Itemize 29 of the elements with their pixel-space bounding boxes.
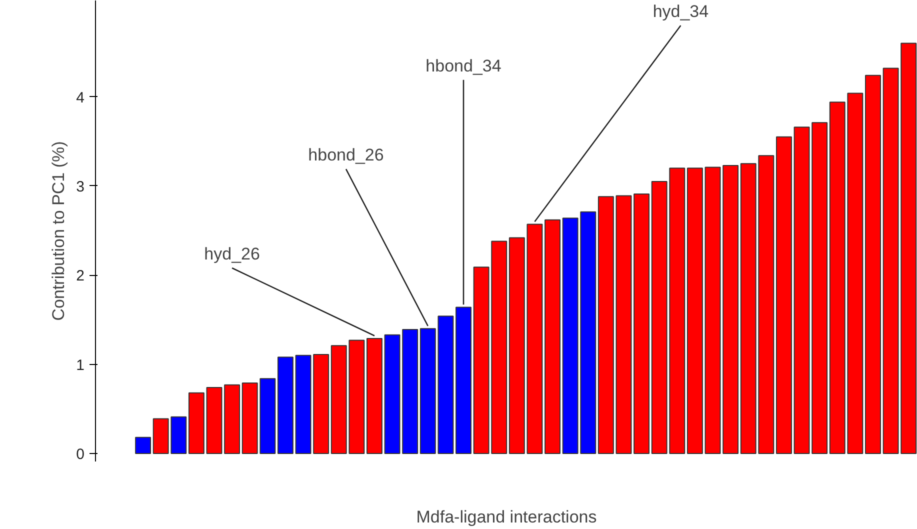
y-axis-title: Contribution to PC1 (%) [49,141,68,321]
bar [188,392,204,454]
bar [634,193,650,454]
bar [277,356,294,454]
bar [456,306,472,454]
bar [722,164,739,454]
annotation: hbond_34 [426,56,502,76]
y-tick-label: 2 [76,268,84,285]
y-tick-label: 3 [76,178,84,196]
bar [544,219,560,454]
bar [598,196,614,454]
annotation: hbond_26 [308,146,384,165]
bar [366,338,382,454]
bar [616,195,632,454]
bar [313,354,330,454]
bar [865,74,881,454]
y-tick-label: 4 [76,89,84,106]
bar [295,354,312,454]
annotation: hyd_34 [652,2,709,22]
x-axis-title: Mdfa-ligand interactions [416,508,597,526]
bar [224,384,240,454]
bar [135,436,152,454]
bar [206,386,222,454]
bar [686,168,703,454]
y-tick-label: 0 [76,446,84,463]
bar [776,136,792,454]
annotation: hyd_26 [204,244,260,264]
y-tick-label: 1 [76,356,84,374]
bar [704,166,721,454]
